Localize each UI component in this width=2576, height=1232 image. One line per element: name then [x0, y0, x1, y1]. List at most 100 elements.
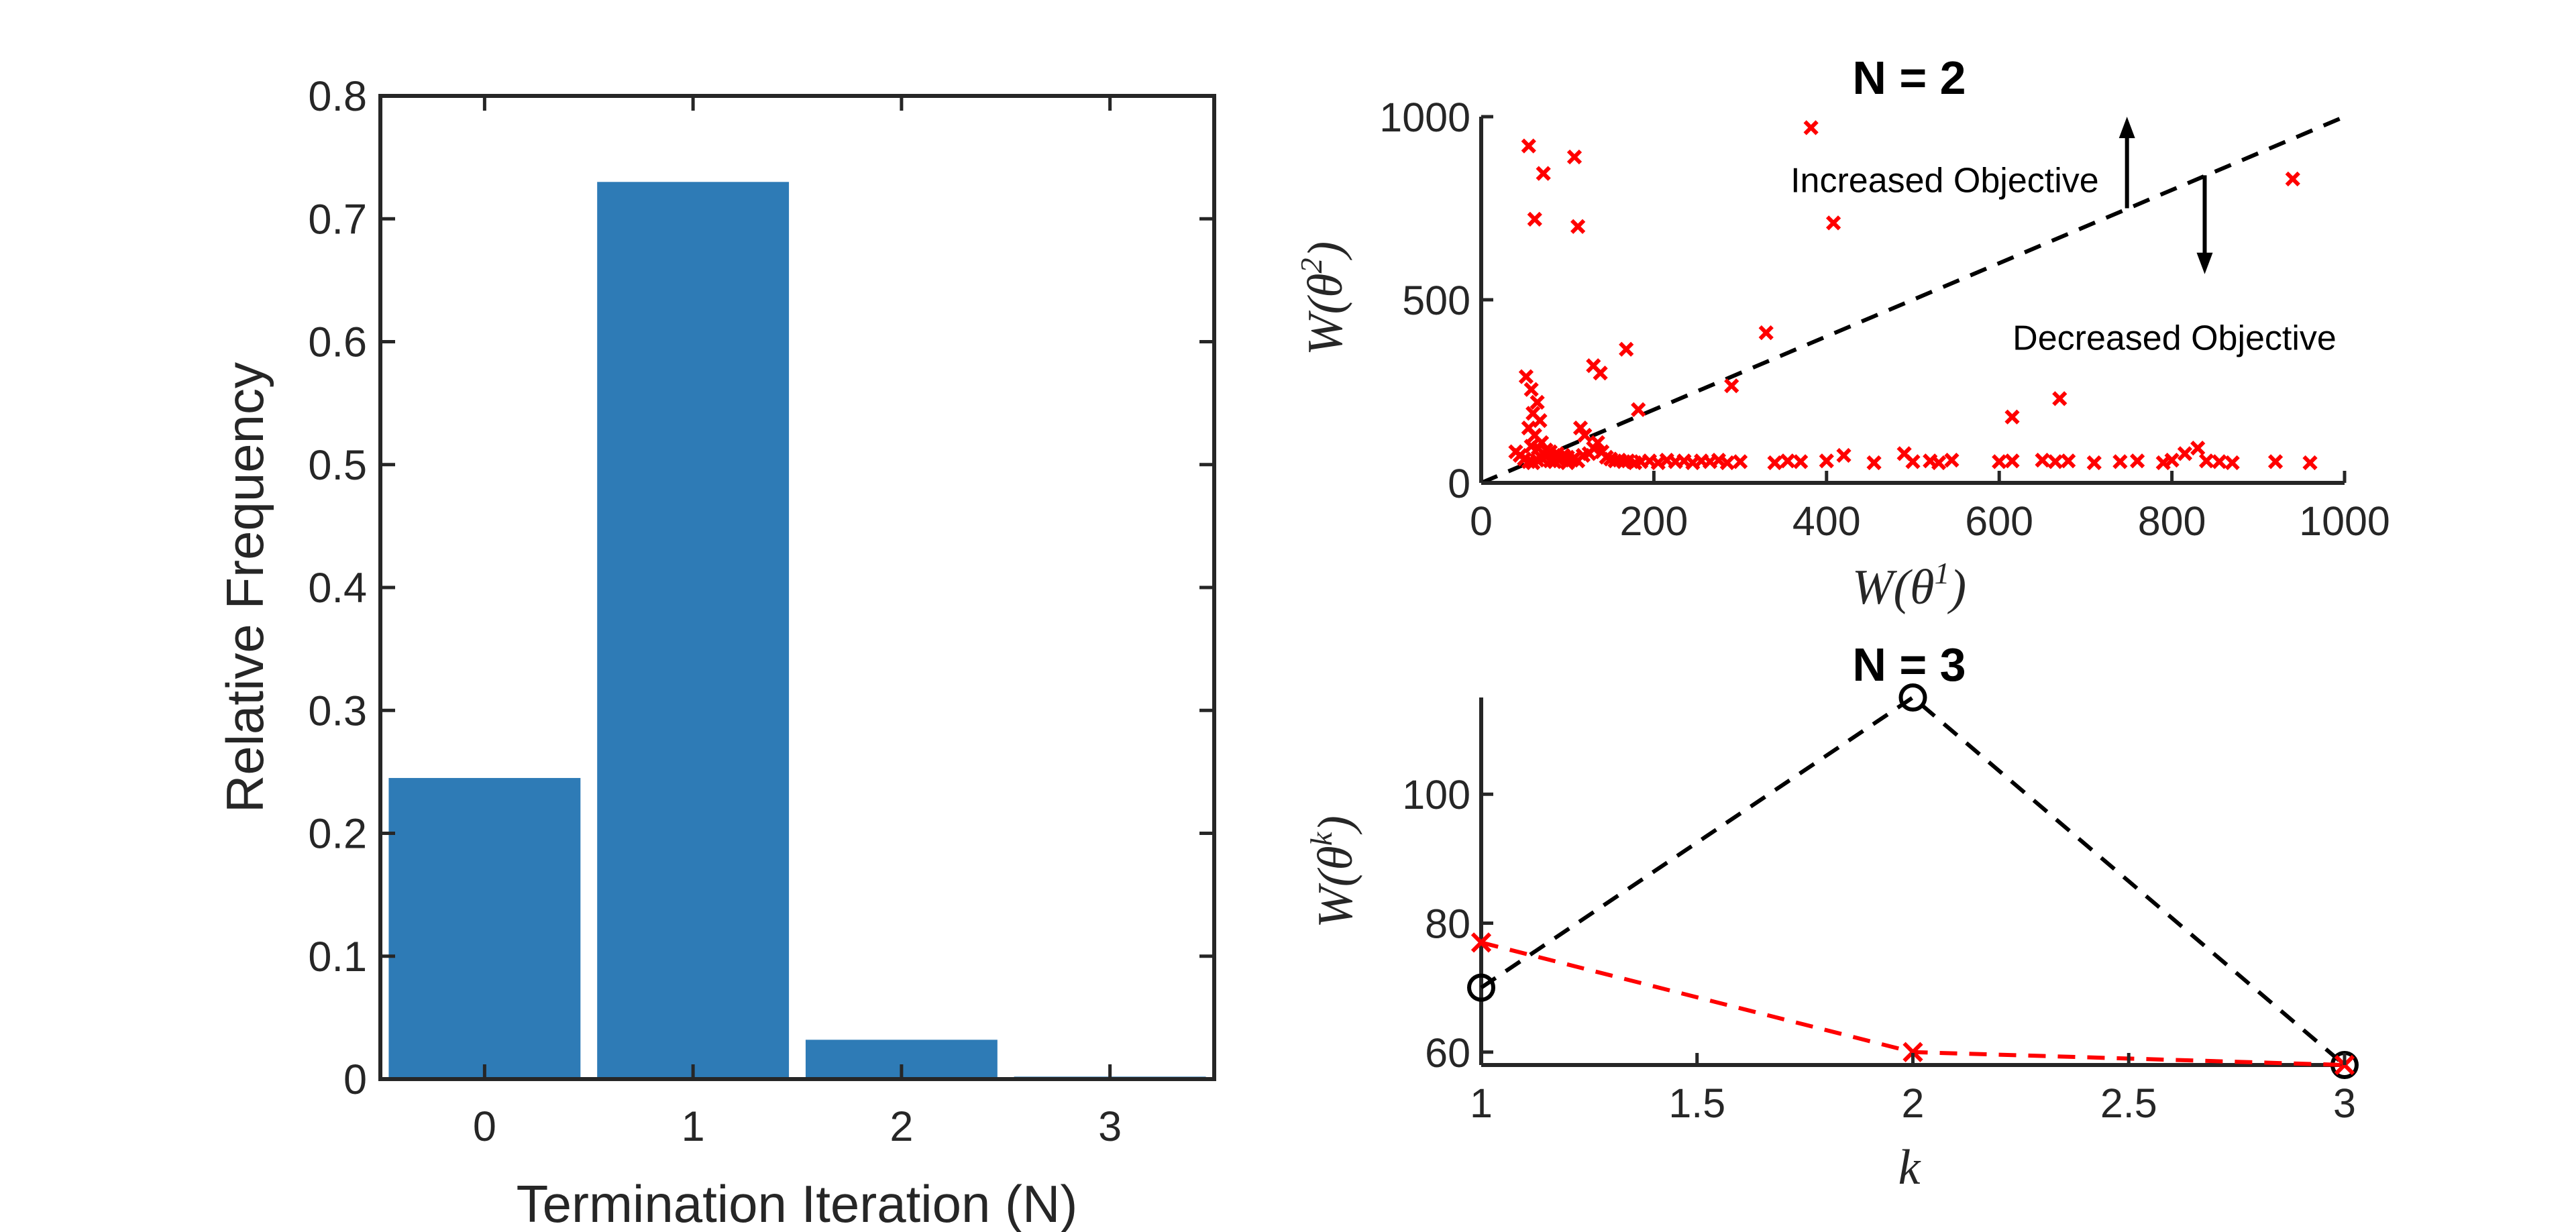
- scatter-point: [2198, 453, 2214, 469]
- scatter-point: [1529, 394, 1545, 410]
- scatter-point: [1577, 427, 1593, 443]
- scatter-point: [1564, 453, 1580, 468]
- scatter-point: [1931, 455, 1947, 471]
- scatter-point: [1527, 211, 1542, 227]
- bar-y-tick-label: 0.2: [308, 811, 367, 858]
- scatter-reference-line: [1480, 115, 2346, 485]
- scatter-point: [2052, 391, 2068, 406]
- scatter-point: [1780, 453, 1796, 469]
- line-y-ticks: 60 80 100: [1402, 772, 1493, 1076]
- scatter-point: [1793, 454, 1809, 469]
- bar-y-tick-label: 0.4: [308, 565, 367, 612]
- bar-x-tick-label: 3: [1098, 1103, 1122, 1150]
- scatter-point: [1523, 382, 1539, 397]
- scatter-y-tick-label: 0: [1448, 461, 1470, 506]
- scatter-point: [2164, 453, 2180, 468]
- line-chart: 60 80 100 1 1.5 2 2.5 3 N = 3 k W(θk): [1304, 638, 2359, 1195]
- line-y-tick-label: 60: [1425, 1030, 1470, 1076]
- line-marker-x: [1902, 1042, 1923, 1062]
- scatter-point: [1905, 454, 1921, 469]
- scatter-point: [1518, 369, 1534, 384]
- scatter-y-tick-label: 500: [1402, 278, 1470, 323]
- line-y-tick-label: 100: [1402, 772, 1470, 818]
- scatter-point: [2047, 454, 2063, 469]
- line-x-tick-label: 2.5: [2100, 1080, 2157, 1126]
- bar-chart: 0 0.1 0.2 0.3 0.4 0.5 0.6 0.7 0.8 0 1 2 3 Relative …: [215, 73, 1216, 1232]
- scatter-point: [1570, 219, 1586, 234]
- line-x-tick-label: 2: [1902, 1080, 1925, 1126]
- scatter-point: [1572, 420, 1589, 436]
- line-y-axis-label: W(θk): [1304, 816, 1363, 928]
- line-axes: [1479, 697, 2345, 1067]
- bar-x-tick-label: 0: [473, 1103, 496, 1150]
- scatter-point: [1521, 138, 1536, 154]
- scatter-point: [1825, 215, 1841, 231]
- bar-x-axis-label: Termination Iteration (N): [517, 1174, 1078, 1232]
- scatter-x-tick-label: 800: [2138, 498, 2206, 544]
- line-x-axis-label: k: [1898, 1140, 1921, 1195]
- scatter-point: [2112, 454, 2128, 469]
- scatter-point: [1724, 378, 1739, 394]
- scatter-point: [1631, 402, 1646, 417]
- bar-1: [597, 182, 790, 1079]
- scatter-point: [2285, 171, 2300, 186]
- bar-y-tick-label: 0.7: [308, 196, 367, 243]
- scatter-y-tick-label: 1000: [1379, 95, 1470, 140]
- scatter-x-tick-label: 1000: [2299, 498, 2390, 544]
- scatter-point: [1593, 366, 1608, 381]
- scatter-point: [1866, 455, 1882, 471]
- scatter-point: [2004, 409, 2020, 425]
- scatter-title: N = 2: [1852, 52, 1966, 104]
- scatter-x-axis-label: W(θ1): [1852, 556, 1966, 615]
- scatter-point: [1616, 454, 1631, 469]
- scatter-point: [2086, 455, 2102, 471]
- bar-y-ticks: 0 0.1 0.2 0.3 0.4 0.5 0.6 0.7 0.8: [308, 73, 1214, 1103]
- scatter-point: [1732, 454, 1748, 469]
- scatter-point: [2267, 454, 2284, 469]
- bar-series: [388, 182, 1206, 1079]
- annotation-arrow-head: [2118, 117, 2135, 138]
- line-series-1: [1481, 940, 2345, 1067]
- line-series: [1467, 683, 2359, 1079]
- line-x-tick-label: 1: [1470, 1080, 1493, 1126]
- line-x-ticks: 1 1.5 2 2.5 3: [1470, 1053, 2356, 1126]
- scatter-x-tick-label: 400: [1792, 498, 1861, 544]
- scatter-x-tick-label: 0: [1470, 498, 1493, 544]
- line-marker-circle: [1467, 973, 1495, 1002]
- scatter-point: [1536, 166, 1551, 181]
- line-title: N = 3: [1852, 638, 1966, 691]
- line-x-tick-label: 1.5: [1668, 1080, 1725, 1126]
- scatter-x-tick-label: 600: [1965, 498, 2033, 544]
- bar-y-tick-label: 0.5: [308, 442, 367, 489]
- bar-0: [388, 778, 581, 1079]
- scatter-x-tick-label: 200: [1620, 498, 1688, 544]
- scatter-point: [1819, 453, 1834, 469]
- bar-y-tick-label: 0.8: [308, 73, 367, 120]
- scatter-point: [2224, 455, 2240, 471]
- scatter-point: [2035, 453, 2050, 468]
- scatter-point: [1767, 455, 1782, 471]
- scatter-points: [1508, 120, 2318, 471]
- line-y-tick-label: 80: [1425, 901, 1470, 946]
- bar-x-ticks: 0 1 2 3: [473, 96, 1122, 1150]
- bar-y-axis-label: Relative Frequency: [215, 362, 274, 813]
- line-x-tick-label: 3: [2333, 1080, 2356, 1126]
- scatter-point: [2004, 453, 2020, 469]
- line-marker-circle: [1898, 683, 1927, 712]
- scatter-point: [1836, 447, 1851, 463]
- scatter-point: [1566, 149, 1582, 165]
- scatter-point: [1590, 435, 1605, 451]
- scatter-point: [1619, 341, 1634, 357]
- annotation-decreased-objective: Decreased Objective: [2012, 319, 2337, 358]
- annotation-arrow-head: [2196, 252, 2213, 274]
- scatter-point: [2302, 455, 2318, 471]
- scatter-annotations: Increased Objective Decreased Objective: [1790, 117, 2337, 358]
- bar-y-tick-label: 0: [343, 1056, 367, 1103]
- scatter-x-ticks: 0 200 400 600 800 1000: [1470, 471, 2390, 544]
- scatter-point: [2061, 453, 2076, 469]
- scatter-point: [1803, 120, 1819, 135]
- scatter-point: [1719, 455, 1735, 471]
- bar-x-tick-label: 2: [890, 1103, 913, 1150]
- scatter-point: [2212, 454, 2227, 469]
- bar-y-tick-label: 0.3: [308, 687, 367, 734]
